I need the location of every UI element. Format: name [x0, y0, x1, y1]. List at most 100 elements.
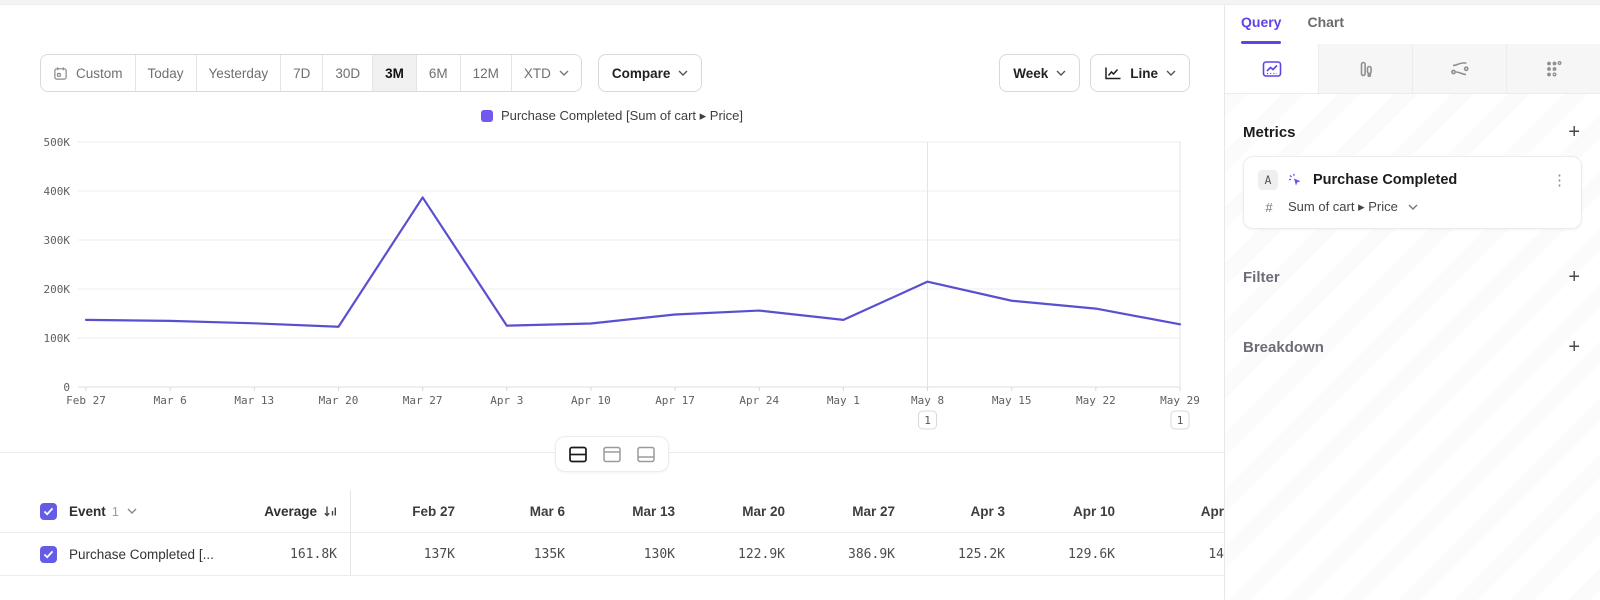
add-metric-button[interactable]: + — [1568, 121, 1580, 143]
table-column-header: Mar 6 — [529, 503, 565, 519]
series-line — [84, 196, 1182, 328]
annotation-badge[interactable] — [918, 410, 938, 430]
range-yesterday[interactable]: Yesterday — [195, 55, 281, 91]
calendar-icon — [54, 66, 67, 80]
table-column-header: Mar 20 — [742, 503, 785, 519]
legend-swatch — [480, 110, 493, 122]
x-axis-label: Mar 13 — [234, 394, 274, 407]
table-cell-value: 125.2K — [958, 546, 1005, 562]
layout-table-only-button[interactable] — [630, 441, 662, 467]
split-view-icon — [569, 446, 587, 462]
tab-flows-report[interactable] — [1412, 44, 1506, 94]
date-range-selector: Custom Today Yesterday 7D 30D 3M 6M 12M … — [40, 54, 582, 92]
range-today[interactable]: Today — [134, 55, 196, 91]
chart-type-dropdown[interactable]: Line — [1090, 54, 1190, 92]
range-xtd-dropdown[interactable]: XTD — [510, 55, 581, 91]
metric-aggregation-selector[interactable]: # Sum of cart ▸ Price — [1258, 199, 1567, 215]
legend-item[interactable]: Purchase Completed [Sum of cart ▸ Price] — [480, 108, 744, 124]
panel-tabs: Query Chart — [1225, 0, 1600, 44]
chevron-down-icon — [678, 70, 688, 76]
layout-split-view-button[interactable] — [562, 441, 594, 467]
compare-dropdown[interactable]: Compare — [597, 54, 703, 92]
series-name-cell: Purchase Completed [... — [0, 545, 225, 563]
y-axis-label: 100K — [44, 332, 71, 345]
metrics-title: Metrics — [1243, 123, 1296, 141]
layout-chart-only-button[interactable] — [596, 441, 628, 467]
report-main-area: Custom Today Yesterday 7D 30D 3M 6M 12M … — [0, 54, 1224, 576]
date-headers-row: Feb 27 Mar 6 Mar 13 Mar 20 Mar 27 Apr 3 Apr 10… — [350, 490, 1224, 532]
breakdown-section-header: Breakdown + — [1243, 337, 1580, 357]
y-axis-label: 400K — [44, 185, 71, 198]
event-click-icon — [1289, 173, 1301, 186]
y-axis-label: 500K — [44, 136, 71, 149]
range-30d[interactable]: 30D — [322, 55, 373, 91]
filter-title: Filter — [1243, 268, 1280, 286]
x-axis-label: Apr 17 — [655, 394, 695, 407]
event-header-label[interactable]: Event — [69, 503, 106, 519]
table-header-row: Event 1 Average Feb 27 Mar 6 Mar 13 Mar 20 M… — [0, 490, 1224, 533]
chart-toolbar: Custom Today Yesterday 7D 30D 3M 6M 12M … — [40, 54, 1190, 92]
average-value-cell: 161.8K — [225, 547, 337, 562]
metric-event-name[interactable]: Purchase Completed — [1313, 172, 1458, 188]
table-column-header: Feb 27 — [412, 503, 455, 519]
insights-line-chart-icon — [1262, 60, 1281, 77]
range-12m[interactable]: 12M — [459, 55, 511, 91]
average-header-cell[interactable]: Average — [225, 504, 337, 519]
range-3m-selected[interactable]: 3M — [372, 55, 416, 91]
flows-icon — [1450, 61, 1469, 75]
top-panel-icon — [603, 446, 621, 462]
x-axis-label: May 15 — [992, 394, 1032, 407]
x-axis-label: Mar 27 — [403, 394, 443, 407]
chart-display-controls: Week Line — [999, 54, 1190, 92]
chevron-down-icon — [1166, 70, 1176, 76]
series-checkbox[interactable] — [40, 545, 57, 563]
table-column-header: Apr — [1200, 503, 1224, 519]
table-cell-value: 130K — [643, 546, 675, 562]
legend-label: Purchase Completed [Sum of cart ▸ Price] — [500, 108, 744, 123]
event-header-cell: Event 1 — [0, 502, 225, 520]
breakdown-title: Breakdown — [1243, 338, 1324, 356]
bar-chart-icon — [1360, 61, 1372, 77]
tab-funnels-report[interactable] — [1318, 44, 1412, 94]
table-cell-value: 14 — [1208, 546, 1224, 562]
y-axis-label: 200K — [44, 283, 71, 296]
bottom-panel-icon — [637, 446, 655, 462]
annotation-badge[interactable] — [1170, 410, 1190, 430]
interval-dropdown[interactable]: Week — [999, 54, 1081, 92]
y-axis-label: 0 — [63, 381, 70, 394]
filter-section-header: Filter + — [1243, 267, 1580, 287]
range-6m[interactable]: 6M — [415, 55, 460, 91]
table-cell-value: 122.9K — [738, 546, 785, 562]
metric-card: A Purchase Completed ⋮ # Sum of cart ▸ P… — [1243, 156, 1582, 229]
add-breakdown-button[interactable]: + — [1568, 336, 1580, 358]
select-all-checkbox[interactable] — [40, 502, 57, 520]
metrics-section-header: Metrics + — [1243, 122, 1580, 142]
aggregation-label: Sum of cart ▸ Price — [1288, 199, 1398, 214]
query-panel: Query Chart — [1224, 0, 1600, 600]
table-cell-value: 386.9K — [848, 546, 895, 562]
x-axis-label: Feb 27 — [66, 394, 106, 407]
x-axis-label: May 8 — [911, 394, 944, 407]
tab-insights-report[interactable] — [1225, 44, 1318, 94]
layout-toggle-group — [555, 436, 669, 472]
metric-letter-badge: A — [1258, 170, 1278, 190]
line-chart: 0 100K 200K 300K 400K 500K Feb 27 Mar 6 Mar 13 Ma… — [0, 132, 1224, 439]
add-filter-button[interactable]: + — [1568, 266, 1580, 288]
tab-retention-report[interactable] — [1506, 44, 1600, 94]
table-column-header: Mar 27 — [852, 503, 895, 519]
x-axis-label: Mar 6 — [154, 394, 187, 407]
sort-descending-icon — [324, 506, 337, 517]
dots-grid-icon — [1546, 60, 1561, 76]
x-axis-label: Apr 3 — [490, 394, 523, 407]
date-values-row: 137K 135K 130K 122.9K 386.9K 125.2K 129.6K 14 — [350, 533, 1224, 575]
x-axis-label: May 1 — [827, 394, 860, 407]
range-7d[interactable]: 7D — [280, 55, 323, 91]
tab-chart[interactable]: Chart — [1307, 14, 1345, 30]
metric-event-row: A Purchase Completed ⋮ — [1258, 170, 1567, 190]
chevron-down-icon[interactable] — [127, 508, 137, 514]
chevron-down-icon — [1056, 70, 1066, 76]
annotation-count: 1 — [924, 414, 931, 427]
range-custom[interactable]: Custom — [41, 55, 135, 91]
tab-query[interactable]: Query — [1241, 0, 1282, 44]
metric-options-menu[interactable]: ⋮ — [1552, 171, 1567, 189]
